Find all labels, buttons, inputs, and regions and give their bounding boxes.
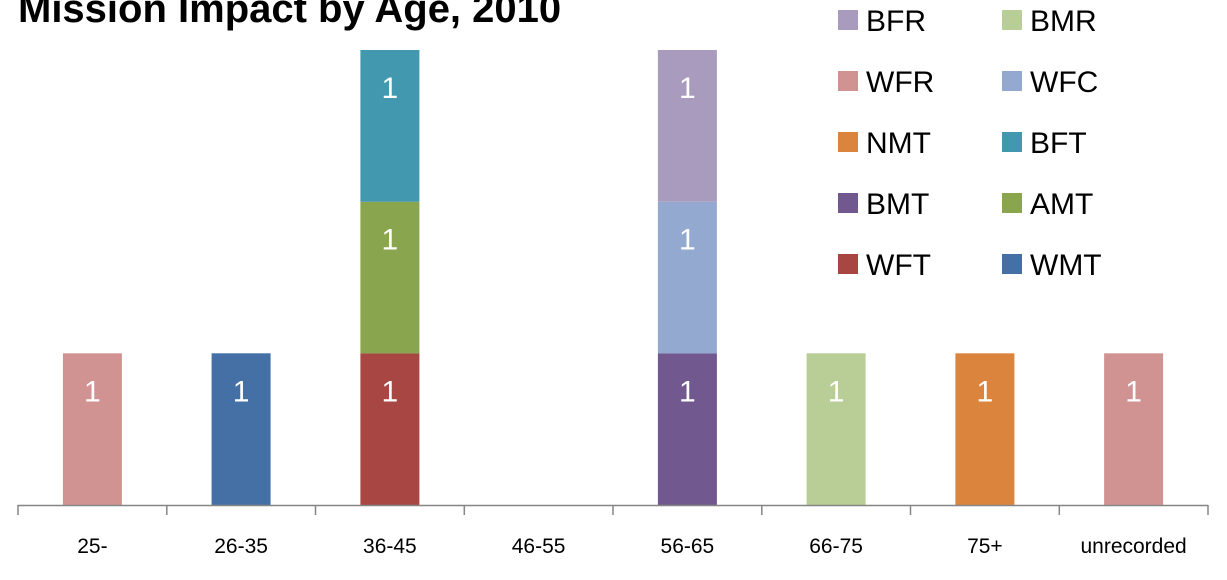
bar-wft-3 <box>360 353 420 505</box>
x-tick-label: 36-45 <box>363 535 417 558</box>
x-tick-label: 56-65 <box>661 535 715 558</box>
data-label: 1 <box>382 375 399 408</box>
bar-wfr-8 <box>1104 353 1164 505</box>
legend-label-wft: WFT <box>866 249 931 282</box>
x-tick-label: 46-55 <box>512 535 566 558</box>
legend-label-nmt: NMT <box>866 127 931 160</box>
x-tick-label: 26-35 <box>214 535 268 558</box>
data-label: 1 <box>679 224 696 257</box>
data-label: 1 <box>828 375 845 408</box>
x-tick-label: 66-75 <box>809 535 863 558</box>
x-tick-label: 75+ <box>967 535 1003 558</box>
legend-swatch-wft <box>838 254 858 274</box>
legend: BFR BMR WFR WFC NMT BFT BMT AMT WFT WMT <box>838 5 1102 282</box>
legend-swatch-amt <box>1002 193 1022 213</box>
data-label: 1 <box>679 375 696 408</box>
x-tick-label: 25- <box>77 535 107 558</box>
bar-wmt-2 <box>211 353 271 505</box>
legend-label-bmr: BMR <box>1030 5 1097 38</box>
bar-wfc-5 <box>657 201 717 354</box>
legend-swatch-wfr <box>838 71 858 91</box>
legend-label-bmt: BMT <box>866 188 929 221</box>
x-axis: 25- 26-35 36-45 46-55 56-65 66-75 75+ unrecorde… <box>17 504 1209 558</box>
x-tick-label: unrecorded <box>1080 535 1186 558</box>
legend-swatch-bft <box>1002 132 1022 152</box>
data-label: 1 <box>84 375 101 408</box>
data-label: 1 <box>679 72 696 105</box>
legend-label-wmt: WMT <box>1030 249 1102 282</box>
legend-swatch-bmt <box>838 193 858 213</box>
legend-swatch-bfr <box>838 10 858 30</box>
bar-nmt-7 <box>955 353 1015 505</box>
bar-bmt-5 <box>657 353 717 505</box>
data-label: 1 <box>382 224 399 257</box>
bar-wfr-1 <box>62 353 122 505</box>
legend-label-bft: BFT <box>1030 127 1087 160</box>
bar-amt-3 <box>360 201 420 354</box>
legend-swatch-nmt <box>838 132 858 152</box>
chart-title: Mission Impact by Age, 2010 <box>18 0 561 31</box>
legend-label-bfr: BFR <box>866 5 926 38</box>
data-label: 1 <box>382 72 399 105</box>
bar-bft-3 <box>360 50 420 202</box>
legend-label-wfr: WFR <box>866 66 934 99</box>
legend-label-amt: AMT <box>1030 188 1093 221</box>
bar-bmr-6 <box>806 353 866 505</box>
legend-swatch-bmr <box>1002 10 1022 30</box>
legend-swatch-wfc <box>1002 71 1022 91</box>
data-label: 1 <box>977 375 994 408</box>
legend-label-wfc: WFC <box>1030 66 1098 99</box>
bar-bfr-5 <box>657 50 717 202</box>
bars-layer: 1 1 1 1 1 1 1 1 1 1 1 <box>62 50 1164 505</box>
data-label: 1 <box>233 375 250 408</box>
legend-swatch-wmt <box>1002 254 1022 274</box>
data-label: 1 <box>1125 375 1142 408</box>
